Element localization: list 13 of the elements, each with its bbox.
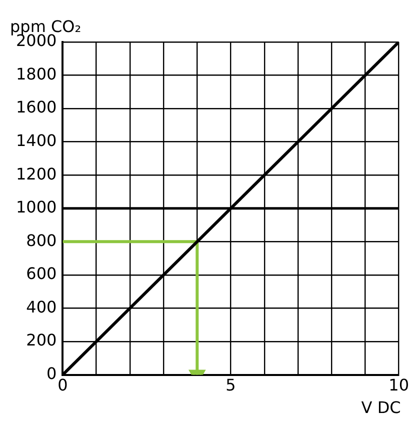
y-tick-label: 1400	[16, 130, 57, 150]
x-tick-label: 10	[388, 376, 409, 395]
y-tick-label: 1600	[16, 98, 57, 117]
x-axis-title: V DC	[361, 398, 401, 417]
y-tick-label: 200	[26, 330, 57, 350]
y-tick-label: 1000	[16, 198, 57, 217]
y-tick-label: 0	[46, 364, 57, 383]
y-tick-label: 1800	[16, 64, 57, 84]
y-tick-label: 600	[26, 264, 57, 284]
y-tick-label: 1200	[16, 164, 57, 184]
x-tick-label: 5	[226, 376, 236, 395]
y-tick-label: 400	[26, 297, 57, 316]
y-tick-label: 800	[26, 230, 57, 250]
